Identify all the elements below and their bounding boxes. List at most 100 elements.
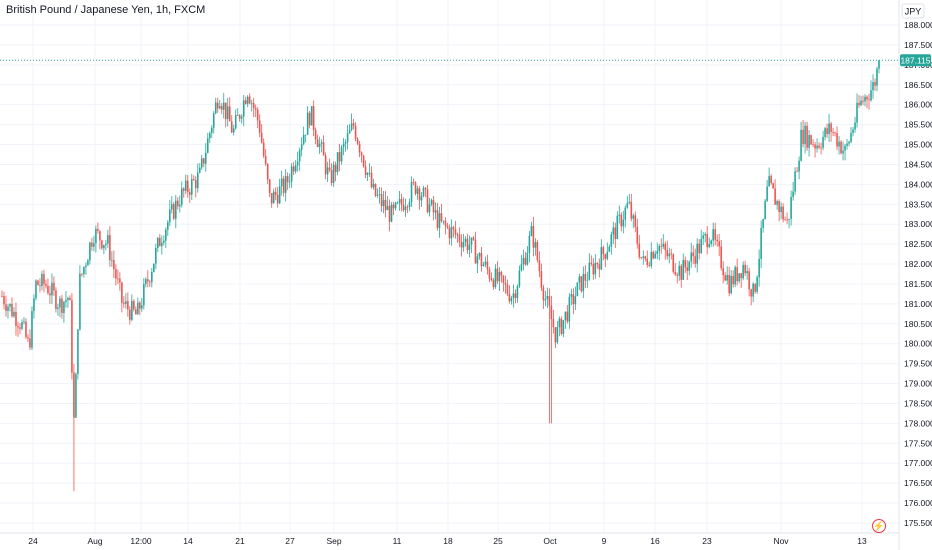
candle-body <box>35 280 37 299</box>
candle-body <box>876 68 878 86</box>
x-tick-label: 9 <box>602 536 607 546</box>
candle-body <box>838 141 840 147</box>
candle-body <box>862 100 864 102</box>
y-tick-label: 185.500 <box>904 120 932 130</box>
candle-body <box>842 150 844 154</box>
candle-body <box>288 181 291 183</box>
candle-body <box>784 219 786 221</box>
candle-body <box>186 180 189 193</box>
candle-body <box>334 164 337 173</box>
currency-label: JPY <box>901 3 925 19</box>
candle-body <box>175 200 177 219</box>
time-axis[interactable]: 24 Aug 12:00 14 21 27 Sep 11 18 25 Oct 9 16 23 Nov 13 <box>28 536 867 546</box>
candle-body <box>764 200 766 219</box>
candle-body <box>688 261 691 271</box>
candle-body <box>220 106 223 110</box>
candle-body <box>368 172 371 174</box>
y-tick-label: 181.000 <box>904 299 932 309</box>
candle-body <box>448 227 451 239</box>
candle-body <box>192 179 195 180</box>
candle-body <box>692 252 695 257</box>
candle-body <box>750 289 752 297</box>
candle-body <box>610 234 613 247</box>
candle-body <box>176 200 179 207</box>
x-tick-label: Sep <box>326 536 341 546</box>
candle-body <box>830 123 832 132</box>
candle-body <box>580 276 583 292</box>
candle-body <box>672 254 675 272</box>
y-tick-label: 183.000 <box>904 219 932 229</box>
candle-body <box>742 264 744 279</box>
candle-body <box>800 129 802 161</box>
candle-body <box>406 206 409 208</box>
candle-body <box>348 130 351 134</box>
candle-body <box>816 145 818 149</box>
candle-body <box>744 264 746 274</box>
candle-body <box>228 106 231 122</box>
candle-body <box>694 256 697 264</box>
candle-body <box>39 285 41 286</box>
candle-body <box>143 284 145 306</box>
candle-body <box>226 106 229 120</box>
candle-body <box>526 252 529 265</box>
candle-body <box>626 203 629 208</box>
candle-body <box>93 243 95 247</box>
candle-body <box>858 102 860 106</box>
candle-body <box>135 309 137 315</box>
candle-body <box>438 213 441 229</box>
candle-body <box>354 125 357 139</box>
y-tick-label: 176.500 <box>904 478 932 488</box>
candle-body <box>344 142 347 144</box>
y-tick-label: 188.000 <box>904 20 932 30</box>
candle-body <box>820 147 822 149</box>
candle-body <box>798 160 800 172</box>
lightning-icon[interactable]: ⚡ <box>872 519 886 533</box>
candle-body <box>574 296 577 305</box>
price-axis[interactable]: 188.000187.500187.000186.500186.000185.5… <box>904 20 932 528</box>
candle-body <box>810 135 812 145</box>
candle-body <box>734 267 736 285</box>
candle-body <box>562 320 565 334</box>
candle-body <box>392 204 395 209</box>
candle-body <box>139 302 141 309</box>
candle-body <box>434 210 437 213</box>
candle-body <box>180 188 183 205</box>
candle-body <box>386 205 389 211</box>
candle-body <box>632 215 635 219</box>
candle-body <box>718 241 720 247</box>
candle-body <box>424 187 427 190</box>
candle-body <box>165 229 167 241</box>
candle-body <box>19 327 21 329</box>
candle-body <box>65 299 67 302</box>
candle-body <box>488 269 491 279</box>
candle-body <box>196 172 199 189</box>
candle-body <box>346 133 349 143</box>
candle-body <box>660 246 663 247</box>
candle-body <box>178 204 181 207</box>
candle-body <box>290 166 293 182</box>
candle-body <box>202 158 205 164</box>
y-tick-label: 184.000 <box>904 179 932 189</box>
candle-body <box>200 158 203 168</box>
candle-body <box>588 262 591 280</box>
candle-body <box>304 134 307 136</box>
candle-body <box>190 179 193 195</box>
candle-body <box>260 132 263 143</box>
candle-body <box>69 297 71 301</box>
candle-body <box>740 273 742 279</box>
candle-body <box>398 199 401 203</box>
candle-body <box>628 201 631 204</box>
y-tick-label: 183.500 <box>904 199 932 209</box>
x-tick-label: 12:00 <box>130 536 152 546</box>
candle-body <box>502 275 505 283</box>
candle-body <box>582 273 585 292</box>
candle-body <box>27 337 29 339</box>
candle-body <box>560 318 563 334</box>
candle-body <box>724 275 726 281</box>
x-tick-label: 16 <box>650 536 660 546</box>
candle-body <box>234 115 237 129</box>
candle-body <box>446 225 449 228</box>
candle-body <box>350 123 353 131</box>
candle-body <box>111 260 113 261</box>
